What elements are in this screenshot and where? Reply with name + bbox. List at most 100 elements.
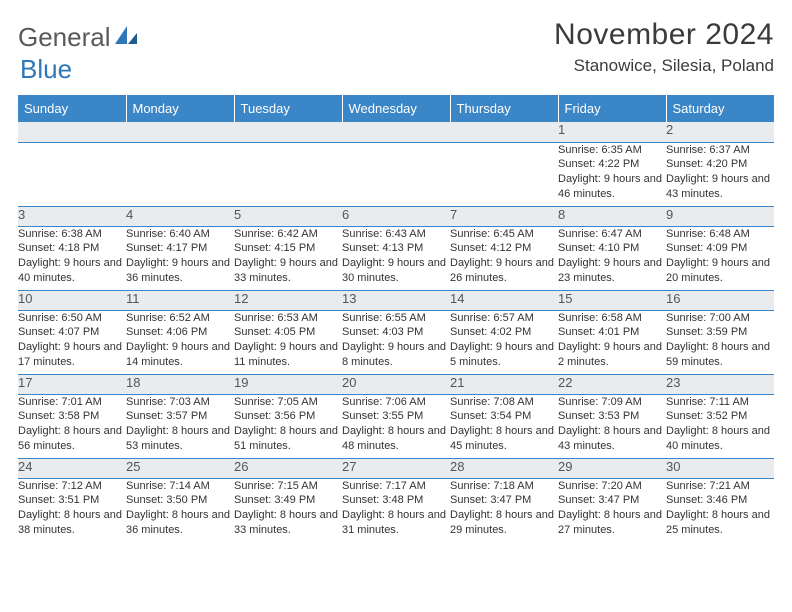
day-number: 23 — [666, 374, 774, 394]
brand-word-2: Blue — [20, 54, 72, 85]
day-cell — [18, 142, 126, 206]
day-cell: Sunrise: 7:18 AMSunset: 3:47 PMDaylight:… — [450, 478, 558, 542]
daylight-text: Daylight: 9 hours and 8 minutes. — [342, 340, 450, 370]
daylight-text: Daylight: 8 hours and 51 minutes. — [234, 424, 342, 454]
sunset-text: Sunset: 3:46 PM — [666, 493, 774, 508]
sunset-text: Sunset: 3:54 PM — [450, 409, 558, 424]
day-number — [126, 122, 234, 142]
sunrise-text: Sunrise: 6:57 AM — [450, 311, 558, 326]
sunrise-text: Sunrise: 6:35 AM — [558, 143, 666, 158]
day-cell: Sunrise: 7:06 AMSunset: 3:55 PMDaylight:… — [342, 394, 450, 458]
daylight-text: Daylight: 9 hours and 33 minutes. — [234, 256, 342, 286]
day-cell: Sunrise: 6:48 AMSunset: 4:09 PMDaylight:… — [666, 226, 774, 290]
daylight-text: Daylight: 9 hours and 11 minutes. — [234, 340, 342, 370]
sunset-text: Sunset: 4:15 PM — [234, 241, 342, 256]
daylight-text: Daylight: 9 hours and 30 minutes. — [342, 256, 450, 286]
daylight-text: Daylight: 8 hours and 48 minutes. — [342, 424, 450, 454]
sunrise-text: Sunrise: 6:50 AM — [18, 311, 126, 326]
day-number: 12 — [234, 290, 342, 310]
sunset-text: Sunset: 3:58 PM — [18, 409, 126, 424]
sunrise-text: Sunrise: 6:48 AM — [666, 227, 774, 242]
sunset-text: Sunset: 4:07 PM — [18, 325, 126, 340]
day-cell: Sunrise: 7:14 AMSunset: 3:50 PMDaylight:… — [126, 478, 234, 542]
day-number: 30 — [666, 458, 774, 478]
sunrise-text: Sunrise: 6:43 AM — [342, 227, 450, 242]
day-cell: Sunrise: 6:35 AMSunset: 4:22 PMDaylight:… — [558, 142, 666, 206]
daylight-text: Daylight: 8 hours and 53 minutes. — [126, 424, 234, 454]
sunset-text: Sunset: 4:01 PM — [558, 325, 666, 340]
sunrise-text: Sunrise: 7:09 AM — [558, 395, 666, 410]
day-cell: Sunrise: 7:03 AMSunset: 3:57 PMDaylight:… — [126, 394, 234, 458]
daylight-text: Daylight: 9 hours and 26 minutes. — [450, 256, 558, 286]
day-cell: Sunrise: 7:11 AMSunset: 3:52 PMDaylight:… — [666, 394, 774, 458]
day-number: 10 — [18, 290, 126, 310]
day-cell — [342, 142, 450, 206]
day-content-row: Sunrise: 7:12 AMSunset: 3:51 PMDaylight:… — [18, 478, 774, 542]
day-number — [450, 122, 558, 142]
daylight-text: Daylight: 9 hours and 43 minutes. — [666, 172, 774, 202]
day-number: 24 — [18, 458, 126, 478]
day-cell: Sunrise: 7:17 AMSunset: 3:48 PMDaylight:… — [342, 478, 450, 542]
sunrise-text: Sunrise: 7:20 AM — [558, 479, 666, 494]
day-number — [234, 122, 342, 142]
sunset-text: Sunset: 4:22 PM — [558, 157, 666, 172]
day-number: 9 — [666, 206, 774, 226]
day-content-row: Sunrise: 6:50 AMSunset: 4:07 PM Daylight:… — [18, 310, 774, 374]
sunrise-text: Sunrise: 7:18 AM — [450, 479, 558, 494]
day-content-row: Sunrise: 6:35 AMSunset: 4:22 PMDaylight:… — [18, 142, 774, 206]
sunrise-text: Sunrise: 7:06 AM — [342, 395, 450, 410]
dayheader-fri: Friday — [558, 95, 666, 122]
sunrise-text: Sunrise: 7:05 AM — [234, 395, 342, 410]
sunrise-text: Sunrise: 7:00 AM — [666, 311, 774, 326]
day-cell: Sunrise: 7:00 AMSunset: 3:59 PMDaylight:… — [666, 310, 774, 374]
day-cell: Sunrise: 6:58 AMSunset: 4:01 PMDaylight:… — [558, 310, 666, 374]
sunset-text: Sunset: 3:51 PM — [18, 493, 126, 508]
sunrise-text: Sunrise: 6:37 AM — [666, 143, 774, 158]
day-number: 25 — [126, 458, 234, 478]
day-cell: Sunrise: 7:01 AMSunset: 3:58 PMDaylight:… — [18, 394, 126, 458]
sunset-text: Sunset: 4:13 PM — [342, 241, 450, 256]
day-number: 2 — [666, 122, 774, 142]
calendar-body: 12Sunrise: 6:35 AMSunset: 4:22 PMDayligh… — [18, 122, 774, 542]
day-cell: Sunrise: 7:12 AMSunset: 3:51 PMDaylight:… — [18, 478, 126, 542]
sunset-text: Sunset: 3:53 PM — [558, 409, 666, 424]
brand-logo: General — [18, 18, 139, 53]
calendar-page: General November 2024 Stanowice, Silesia… — [0, 0, 792, 552]
sunset-text: Sunset: 4:09 PM — [666, 241, 774, 256]
sunset-text: Sunset: 3:49 PM — [234, 493, 342, 508]
daylight-text: Daylight: 8 hours and 27 minutes. — [558, 508, 666, 538]
sunset-text: Sunset: 4:20 PM — [666, 157, 774, 172]
daynum-row: 3456789 — [18, 206, 774, 226]
day-number: 13 — [342, 290, 450, 310]
sunrise-text: Sunrise: 6:52 AM — [126, 311, 234, 326]
day-number: 1 — [558, 122, 666, 142]
sunset-text: Sunset: 4:10 PM — [558, 241, 666, 256]
day-cell: Sunrise: 7:20 AMSunset: 3:47 PMDaylight:… — [558, 478, 666, 542]
sunset-text: Sunset: 3:55 PM — [342, 409, 450, 424]
day-cell — [126, 142, 234, 206]
day-cell: Sunrise: 6:50 AMSunset: 4:07 PMDaylight:… — [18, 310, 126, 374]
sunset-text: Sunset: 4:18 PM — [18, 241, 126, 256]
day-cell: Sunrise: 6:37 AMSunset: 4:20 PMDaylight:… — [666, 142, 774, 206]
day-cell: Sunrise: 6:40 AMSunset: 4:17 PMDaylight:… — [126, 226, 234, 290]
day-number: 28 — [450, 458, 558, 478]
daynum-row: 24252627282930 — [18, 458, 774, 478]
daynum-row: 10111213141516 — [18, 290, 774, 310]
calendar-head: Sunday Monday Tuesday Wednesday Thursday… — [18, 95, 774, 122]
daylight-text: Daylight: 9 hours and 23 minutes. — [558, 256, 666, 286]
sunrise-text: Sunrise: 6:38 AM — [18, 227, 126, 242]
day-cell: Sunrise: 7:15 AMSunset: 3:49 PMDaylight:… — [234, 478, 342, 542]
day-number — [342, 122, 450, 142]
day-number: 4 — [126, 206, 234, 226]
sunset-text: Sunset: 3:59 PM — [666, 325, 774, 340]
day-content-row: Sunrise: 7:01 AMSunset: 3:58 PMDaylight:… — [18, 394, 774, 458]
sunrise-text: Sunrise: 7:21 AM — [666, 479, 774, 494]
daylight-text: Daylight: 8 hours and 33 minutes. — [234, 508, 342, 538]
day-number: 8 — [558, 206, 666, 226]
day-number: 26 — [234, 458, 342, 478]
sunrise-text: Sunrise: 6:47 AM — [558, 227, 666, 242]
month-title: November 2024 — [554, 18, 774, 52]
sunrise-text: Sunrise: 7:01 AM — [18, 395, 126, 410]
day-cell: Sunrise: 7:05 AMSunset: 3:56 PMDaylight:… — [234, 394, 342, 458]
day-cell: Sunrise: 6:45 AMSunset: 4:12 PMDaylight:… — [450, 226, 558, 290]
